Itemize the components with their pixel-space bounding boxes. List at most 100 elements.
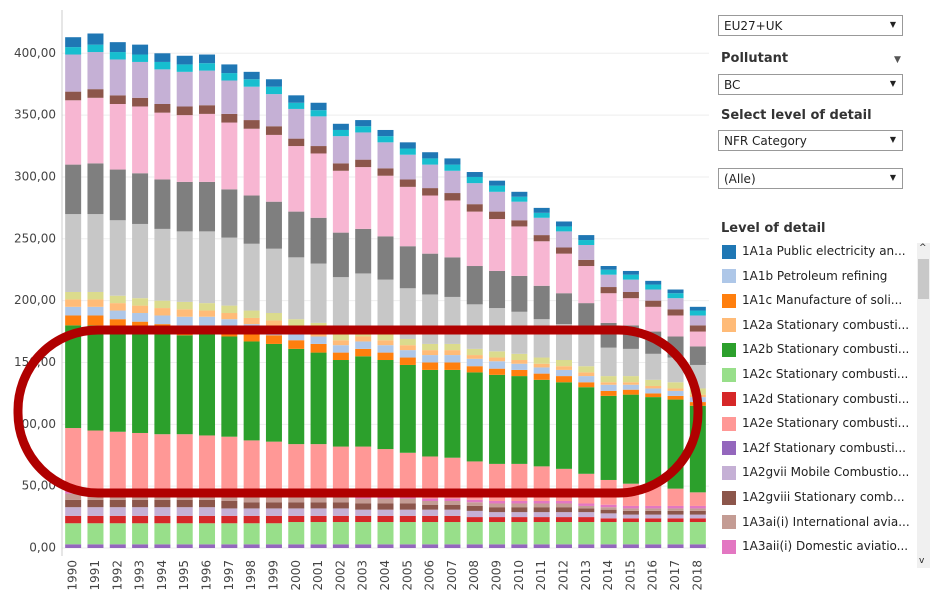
bar-segment <box>176 181 193 232</box>
bar-segment <box>221 122 238 190</box>
bar-segment <box>533 507 550 513</box>
menu-arrow[interactable]: ▼ <box>894 55 901 65</box>
legend-item[interactable]: 1A2gvii Mobile Combustio... <box>722 465 909 483</box>
x-tick-label: 2007 <box>445 560 459 591</box>
bar-segment <box>243 515 260 524</box>
bar-segment <box>422 501 439 505</box>
filter-dropdown[interactable]: (Alle) <box>718 168 903 189</box>
bar-segment <box>154 507 171 516</box>
bar-segment <box>399 515 416 523</box>
detail-label: Select level of detail <box>721 108 872 123</box>
bar-segment <box>444 164 461 171</box>
y-tick-label: 400,00 <box>14 46 56 60</box>
bar-segment <box>489 191 506 212</box>
y-tick-label: 200,00 <box>14 293 56 307</box>
bar-segment <box>667 544 684 548</box>
bar-segment <box>65 214 82 292</box>
bar-segment <box>221 508 238 516</box>
detail-dropdown[interactable]: NFR Category <box>718 130 903 151</box>
legend-item[interactable]: 1A3ai(i) International avia... <box>722 515 910 533</box>
bar-segment <box>221 80 238 114</box>
legend-item[interactable]: 1A2e Stationary combusti... <box>722 416 909 434</box>
bar-segment <box>65 91 82 101</box>
bar-segment <box>87 291 104 300</box>
bar-segment <box>176 55 193 65</box>
bar-segment <box>65 544 82 548</box>
y-tick-label: 350,00 <box>14 108 56 122</box>
bar-segment <box>176 523 193 545</box>
bar-segment <box>511 544 528 548</box>
bar-segment <box>355 356 372 447</box>
scroll-down[interactable]: v <box>919 556 925 566</box>
bar-segment <box>65 37 82 48</box>
bar-segment <box>466 522 483 545</box>
bar-segment <box>221 313 238 320</box>
highlight-annotation <box>13 325 703 498</box>
bar-segment <box>622 291 639 299</box>
bar-segment <box>288 146 305 212</box>
bar-segment <box>422 498 439 502</box>
bar-segment <box>65 507 82 516</box>
bar-segment <box>600 513 617 519</box>
legend-item[interactable]: 1A2a Stationary combusti... <box>722 318 909 336</box>
legend-item[interactable]: 1A1a Public electricity an... <box>722 244 906 262</box>
bar-segment <box>533 512 550 518</box>
bar-segment <box>265 86 282 95</box>
bar-segment <box>199 63 216 71</box>
bar-segment <box>109 42 126 53</box>
bar-segment <box>221 305 238 314</box>
bar-segment <box>310 544 327 548</box>
legend-item[interactable]: 1A2gviii Stationary comb... <box>722 490 905 508</box>
bar-segment <box>555 382 572 469</box>
legend-item[interactable]: 1A2f Stationary combusti... <box>722 441 906 459</box>
bar-segment <box>288 102 305 109</box>
bar-segment <box>444 504 461 510</box>
bar-segment <box>87 507 104 516</box>
bar-segment <box>489 517 506 523</box>
legend-swatch <box>722 515 736 530</box>
legend-item[interactable]: 1A3aii(i) Domestic aviatio... <box>722 539 908 557</box>
bar-segment <box>489 368 506 375</box>
pollutant-dropdown[interactable]: BC <box>718 74 903 95</box>
legend-item[interactable]: 1A2d Stationary combusti... <box>722 392 909 410</box>
bar-segment <box>399 154 416 180</box>
bar-segment <box>444 544 461 548</box>
legend-item[interactable]: 1A1c Manufacture of soli... <box>722 293 902 311</box>
bar-segment <box>132 61 149 98</box>
scroll-thumb[interactable] <box>918 259 929 299</box>
legend-item[interactable]: 1A2c Stationary combusti... <box>722 367 908 385</box>
bar-segment <box>65 499 82 508</box>
bar-segment <box>87 306 104 316</box>
bar-segment <box>578 376 595 383</box>
bar-segment <box>132 432 149 490</box>
legend-item[interactable]: 1A2b Stationary combusti... <box>722 342 909 360</box>
bar-segment <box>622 514 639 519</box>
bar-segment <box>199 435 216 490</box>
bar-segment <box>444 501 461 505</box>
bar-segment <box>667 289 684 294</box>
x-tick-label: 2006 <box>423 560 437 591</box>
x-tick-label: 1990 <box>66 560 80 591</box>
scrollbar[interactable]: ^ v <box>917 243 930 568</box>
bar-segment <box>109 220 126 296</box>
x-tick-label: 1997 <box>222 560 236 591</box>
scroll-up[interactable]: ^ <box>919 243 927 253</box>
bar-segment <box>332 446 349 494</box>
bar-segment <box>533 357 550 364</box>
bar-segment <box>645 393 662 398</box>
bar-segment <box>622 298 639 326</box>
bar-segment <box>667 390 684 396</box>
bar-segment <box>65 100 82 165</box>
x-tick-label: 2003 <box>356 560 370 591</box>
legend-label: 1A2a Stationary combusti... <box>742 317 910 332</box>
region-dropdown[interactable]: EU27+UK <box>718 15 903 36</box>
bar-segment <box>176 544 193 548</box>
legend-item[interactable]: 1A1b Petroleum refining <box>722 269 887 287</box>
bar-segment <box>65 164 82 215</box>
bar-segment <box>555 360 572 367</box>
bar-segment <box>399 522 416 545</box>
bar-segment <box>310 522 327 545</box>
bar-segment <box>422 164 439 189</box>
bar-segment <box>622 389 639 395</box>
bar-segment <box>199 70 216 106</box>
